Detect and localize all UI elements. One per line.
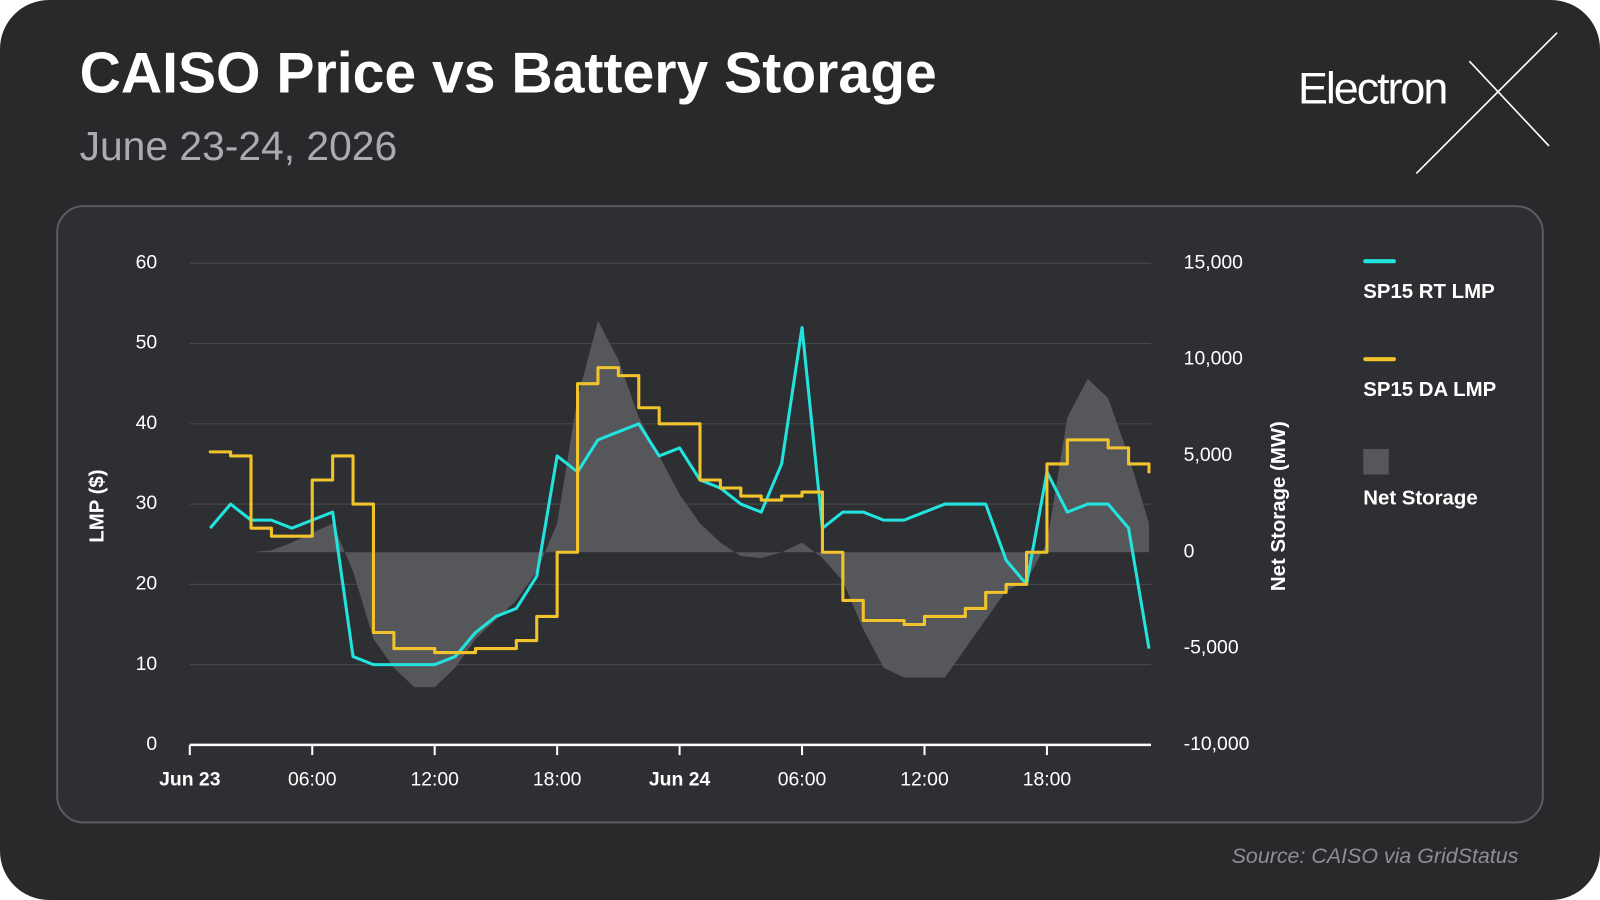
x-tick-label: 06:00 [288, 769, 337, 791]
x-tick-label: 18:00 [1023, 769, 1072, 791]
line [209, 325, 1151, 667]
y2-axis-label: Net Storage (MW) [1268, 421, 1290, 591]
y-tick-label: 60 [136, 251, 158, 273]
y2-tick-label: -5,000 [1184, 637, 1239, 659]
y-tick-label: 10 [136, 653, 158, 675]
panel [56, 205, 1544, 824]
legend-label: SP15 DA LMP [1363, 379, 1496, 401]
y2-tick-label: 0 [1184, 540, 1195, 562]
x-tick-label: 12:00 [900, 769, 949, 791]
y2-tick-label: -10,000 [1184, 733, 1250, 755]
x-tick-label: Jun 23 [159, 769, 221, 791]
y-tick-label: 20 [136, 572, 158, 594]
source: Source: CAISO via GridStatus [1232, 844, 1519, 868]
chart-title: CAISO Price vs Battery Storage [80, 42, 937, 106]
y-tick-label: 30 [136, 492, 158, 514]
x-tick-label: Jun 24 [649, 769, 711, 791]
y2-tick-label: 10,000 [1184, 348, 1243, 370]
chart-subtitle: June 23-24, 2026 [80, 123, 398, 169]
brand: Electron [1298, 63, 1446, 114]
legend-label: Net Storage [1363, 487, 1477, 509]
legend-swatch [1363, 448, 1389, 475]
y-tick-label: 50 [136, 332, 158, 354]
brand-mark [1415, 32, 1558, 175]
legend-label: SP15 RT LMP [1363, 281, 1494, 303]
x-tick-label: 18:00 [533, 769, 582, 791]
x-tick-label: 12:00 [410, 769, 459, 791]
y-tick-label: 40 [136, 412, 158, 434]
x-tick-label: 06:00 [778, 769, 827, 791]
y-axis-label: LMP ($) [86, 469, 108, 542]
y2-tick-label: 5,000 [1184, 444, 1233, 466]
y-tick-label: 0 [146, 733, 157, 755]
area [210, 321, 1149, 688]
y2-tick-label: 15,000 [1184, 251, 1243, 273]
